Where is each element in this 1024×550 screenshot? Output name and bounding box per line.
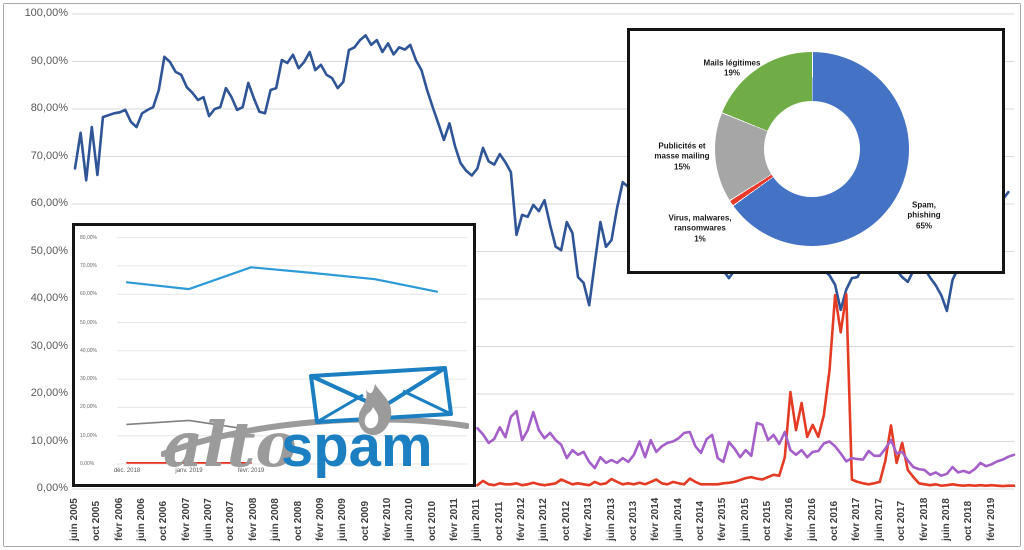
x-axis-tick-label: oct 2013: [627, 500, 639, 541]
donut-label-spam-phishing: Spam, phishing 65%: [907, 200, 941, 231]
x-axis-tick-label: févr 2015: [717, 497, 729, 541]
y-axis-tick-label: 20,00%: [30, 387, 68, 399]
mini-x-axis-tick-label: févr. 2019: [237, 468, 265, 474]
y-axis-tick-label: 10,00%: [30, 434, 68, 447]
x-axis-tick-label: juin 2008: [270, 498, 282, 541]
y-axis-tick-label: 0,00%: [36, 482, 68, 494]
x-axis-tick-label: févr 2013: [583, 497, 595, 541]
x-axis-tick-label: oct 2012: [560, 500, 572, 541]
y-axis-tick-label: 40,00%: [30, 292, 68, 304]
altospam-logo: alto spam: [161, 366, 469, 478]
mini-y-axis-tick-label: 20,00%: [80, 404, 97, 411]
mini-x-axis-tick-label: janv. 2019: [175, 468, 203, 474]
y-axis-tick-label: 60,00%: [30, 197, 68, 209]
x-axis-tick-label: juin 2017: [873, 498, 885, 541]
x-axis-tick-label: oct 2007: [225, 500, 237, 541]
logo-text-alto: alto: [163, 408, 297, 478]
x-axis-tick-label: févr 2017: [851, 497, 863, 541]
x-axis-tick-label: juin 2010: [404, 498, 416, 541]
series-line-virus-malwares: [476, 293, 1016, 488]
x-axis-tick-label: juin 2014: [672, 498, 684, 541]
x-axis-tick-label: oct 2011: [493, 501, 505, 541]
donut-hole: [764, 101, 860, 197]
y-axis-tick-label: 80,00%: [30, 102, 68, 114]
mini-y-axis-tick-label: 60,00%: [80, 291, 97, 298]
x-axis-tick-label: oct 2010: [426, 500, 438, 541]
mini-y-axis-tick-label: 10,00%: [80, 432, 97, 439]
x-axis-tick-label: févr 2011: [449, 498, 461, 541]
x-axis-tick-label: oct 2016: [829, 500, 841, 541]
series-line-taux-spam: [125, 266, 439, 293]
x-axis-tick-label: oct 2017: [896, 500, 908, 541]
x-axis-tick-label: juin 2009: [337, 498, 349, 541]
y-axis-tick-label: 100,00%: [24, 7, 68, 19]
x-axis-tick-label: juin 2006: [136, 498, 148, 541]
series-line-publicites-masse-mailing: [476, 409, 1016, 477]
donut-chart: [715, 52, 909, 246]
x-axis-tick-label: juin 2007: [203, 498, 215, 541]
x-axis-tick-label: févr 2018: [918, 497, 930, 541]
x-axis-tick-label: oct 2009: [359, 500, 371, 541]
y-axis-tick-label: 90,00%: [30, 54, 68, 67]
mini-y-axis-tick-label: 50,00%: [80, 319, 97, 326]
donut-label-publicites: Publicités et masse mailing 15%: [654, 141, 710, 172]
y-axis-tick-label: 70,00%: [30, 149, 68, 162]
x-axis-tick-label: févr 2009: [314, 497, 326, 541]
x-axis-tick-label: juin 2012: [538, 498, 550, 541]
mini-y-axis-tick-label: 80,00%: [80, 234, 97, 241]
x-axis-tick-label: juin 2016: [806, 498, 818, 541]
x-axis-tick-label: févr 2016: [784, 497, 796, 541]
x-axis-tick-label: oct 2008: [292, 500, 304, 541]
x-axis-tick-label: oct 2018: [963, 500, 975, 541]
donut-label-mails-legitimes: Mails légitimes 19%: [703, 58, 761, 78]
mini-y-axis-tick-label: 30,00%: [80, 376, 97, 383]
x-axis-tick-label: oct 2015: [762, 500, 774, 541]
series-line-publicites: [126, 419, 252, 431]
x-axis-tick-label: oct 2006: [158, 500, 170, 541]
mini-y-axis-tick-label: 40,00%: [80, 347, 97, 354]
x-axis-tick-label: oct 2005: [91, 500, 103, 541]
x-axis-tick-label: févr 2014: [650, 497, 662, 541]
mini-y-axis-tick-label: 70,00%: [80, 262, 97, 269]
x-axis-tick-label: juin 2015: [739, 498, 751, 541]
x-axis-tick-label: juin 2013: [605, 498, 617, 541]
x-axis-tick-label: févr 2008: [247, 497, 259, 541]
mini-x-axis-tick-label: déc. 2018: [113, 468, 141, 474]
y-axis-tick-label: 50,00%: [30, 244, 68, 257]
x-axis-tick-label: oct 2014: [694, 500, 706, 541]
mini-y-axis-tick-label: 0,00%: [80, 461, 95, 467]
series-line-spam: [73, 34, 1010, 313]
y-axis-tick-label: 30,00%: [30, 339, 68, 352]
x-axis-tick-label: juin 2018: [940, 498, 952, 541]
x-axis-tick-label: févr 2012: [516, 497, 528, 541]
logo-text-spam: spam: [281, 414, 433, 478]
mini-chart-inset: 80,00% 70,00% 60,00% 50,00% 40,00% 30,00% 20,0…: [72, 223, 476, 487]
x-axis-tick-label: févr 2019: [985, 497, 997, 541]
logo-flame-icon: [358, 384, 392, 435]
x-axis-tick-label: juin 2005: [69, 498, 80, 541]
donut-label-virus: Virus, malwares, ransomwares 1%: [668, 213, 732, 244]
x-axis-tick-label: juin 2011: [471, 498, 483, 541]
x-axis-tick-label: févr 2006: [113, 497, 125, 541]
x-axis-tick-label: févr 2007: [180, 497, 192, 541]
x-axis-tick-label: févr 2010: [381, 497, 393, 541]
donut-chart-inset: Mails légitimes 19% Publicités et masse …: [627, 28, 1005, 274]
